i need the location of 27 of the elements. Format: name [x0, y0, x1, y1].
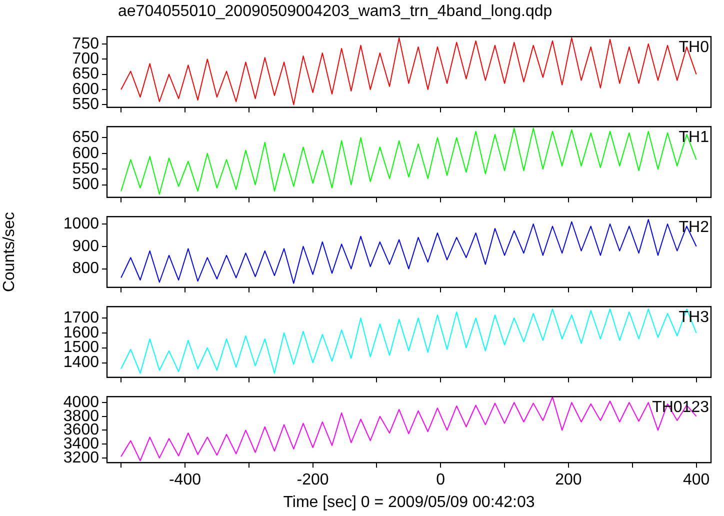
y-tick-label: 500 [72, 176, 100, 194]
series-label: TH0 [678, 39, 710, 56]
x-tick-label: -400 [168, 472, 202, 489]
x-axis-title: Time [sec] 0 = 2009/05/09 00:42:03 [283, 494, 535, 511]
x-tick-label: 200 [555, 472, 582, 489]
series-label: TH2 [678, 219, 710, 236]
y-tick-label: 550 [72, 96, 100, 114]
y-tick-label: 650 [72, 66, 100, 83]
x-tick-label: -200 [296, 472, 329, 489]
y-tick-label: 600 [72, 144, 100, 162]
x-tick-label: 0 [436, 472, 446, 489]
y-tick-label: 900 [72, 238, 100, 255]
y-tick-label: 750 [72, 35, 100, 52]
y-tick-label: 800 [72, 260, 100, 278]
y-tick-label: 700 [72, 50, 100, 68]
y-tick-label: 600 [72, 80, 100, 98]
y-tick-label: 1500 [63, 339, 100, 356]
y-tick-label: 1400 [63, 354, 100, 372]
y-tick-label: 550 [72, 160, 100, 178]
y-tick-label: 1700 [63, 309, 100, 326]
y-axis-title: Counts/sec [1, 212, 18, 292]
y-tick-label: 1600 [63, 324, 100, 342]
y-tick-label: 4000 [63, 394, 100, 411]
chart-title: ae704055010_20090509004203_wam3_trn_4band_long.qdp [118, 3, 552, 21]
y-tick-label: 1000 [63, 215, 100, 232]
x-tick-label: 400 [682, 472, 710, 489]
y-tick-label: 650 [72, 129, 100, 146]
